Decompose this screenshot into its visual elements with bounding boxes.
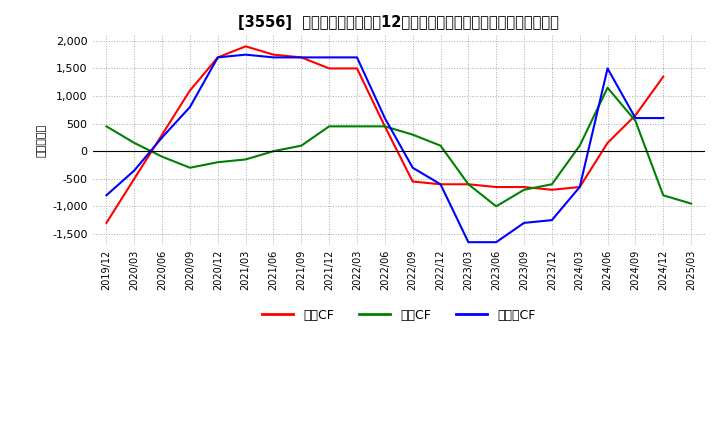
営業CF [464, 182, 472, 187]
投資CF [269, 149, 278, 154]
投資CF [408, 132, 417, 137]
投資CF [575, 143, 584, 148]
フリーCF [575, 184, 584, 190]
投資CF [436, 143, 445, 148]
営業CF [492, 184, 500, 190]
フリーCF [158, 135, 166, 140]
フリーCF [353, 55, 361, 60]
営業CF [158, 132, 166, 137]
フリーCF [492, 239, 500, 245]
フリーCF [520, 220, 528, 226]
営業CF [297, 55, 305, 60]
フリーCF [241, 52, 250, 57]
投資CF [241, 157, 250, 162]
営業CF [408, 179, 417, 184]
営業CF [380, 124, 389, 129]
投資CF [353, 124, 361, 129]
フリーCF [631, 115, 639, 121]
営業CF [520, 184, 528, 190]
投資CF [659, 193, 667, 198]
Line: 投資CF: 投資CF [107, 88, 691, 206]
投資CF [603, 85, 612, 90]
Line: フリーCF: フリーCF [107, 55, 663, 242]
フリーCF [380, 115, 389, 121]
フリーCF [130, 168, 138, 173]
フリーCF [408, 165, 417, 170]
投資CF [325, 124, 333, 129]
投資CF [380, 124, 389, 129]
営業CF [659, 74, 667, 79]
Legend: 営業CF, 投資CF, フリーCF: 営業CF, 投資CF, フリーCF [257, 304, 541, 327]
投資CF [130, 140, 138, 146]
投資CF [186, 165, 194, 170]
フリーCF [659, 115, 667, 121]
投資CF [213, 160, 222, 165]
フリーCF [297, 55, 305, 60]
フリーCF [464, 239, 472, 245]
営業CF [213, 55, 222, 60]
フリーCF [213, 55, 222, 60]
フリーCF [186, 104, 194, 110]
営業CF [186, 88, 194, 93]
営業CF [269, 52, 278, 57]
投資CF [102, 124, 111, 129]
フリーCF [325, 55, 333, 60]
営業CF [241, 44, 250, 49]
営業CF [631, 113, 639, 118]
投資CF [158, 154, 166, 159]
投資CF [687, 201, 696, 206]
営業CF [130, 176, 138, 181]
フリーCF [269, 55, 278, 60]
営業CF [436, 182, 445, 187]
営業CF [353, 66, 361, 71]
投資CF [492, 204, 500, 209]
Title: [3556]  キャッシュフローの12か月移動合計の対前年同期増減額の推移: [3556] キャッシュフローの12か月移動合計の対前年同期増減額の推移 [238, 15, 559, 30]
フリーCF [603, 66, 612, 71]
営業CF [102, 220, 111, 226]
営業CF [547, 187, 556, 192]
投資CF [520, 187, 528, 192]
投資CF [297, 143, 305, 148]
Y-axis label: （百万円）: （百万円） [37, 124, 47, 157]
Line: 営業CF: 営業CF [107, 46, 663, 223]
フリーCF [102, 193, 111, 198]
営業CF [575, 184, 584, 190]
投資CF [631, 118, 639, 124]
フリーCF [547, 217, 556, 223]
フリーCF [436, 182, 445, 187]
営業CF [325, 66, 333, 71]
営業CF [603, 140, 612, 146]
投資CF [464, 182, 472, 187]
投資CF [547, 182, 556, 187]
